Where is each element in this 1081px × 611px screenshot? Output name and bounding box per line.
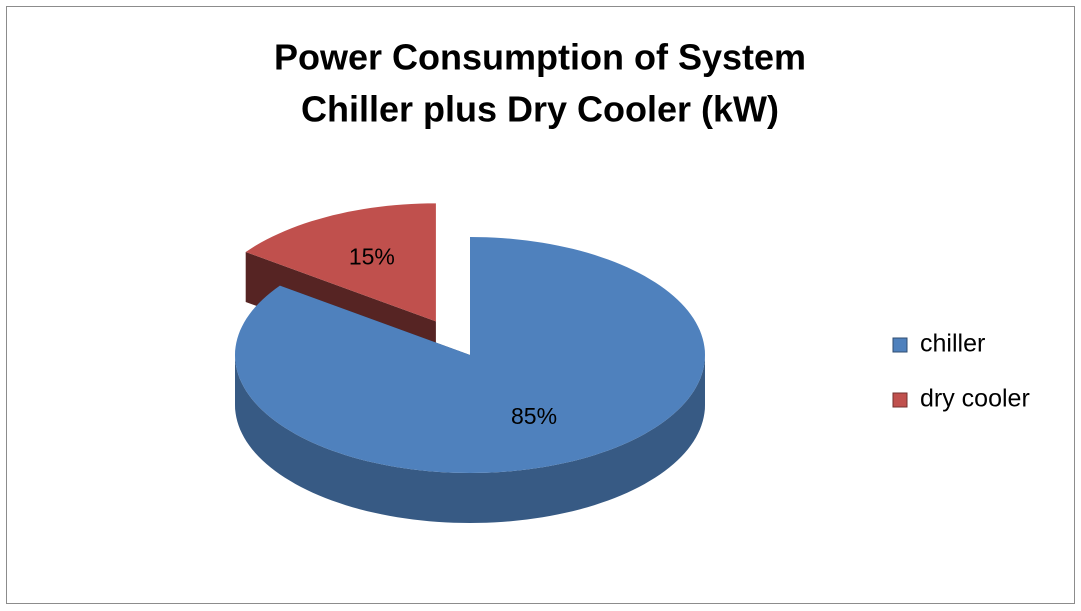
slice <box>245 203 436 322</box>
data-label: 15% <box>349 243 395 269</box>
slice <box>235 237 705 473</box>
legend-label: dry cooler <box>920 385 1030 413</box>
legend-swatch <box>892 337 908 353</box>
data-label: 85% <box>511 403 557 429</box>
legend-swatch <box>892 392 908 408</box>
legend-label: chiller <box>920 330 985 358</box>
slice-side <box>235 355 705 523</box>
chart-title: Power Consumption of System <box>274 37 806 78</box>
chart-title: Chiller plus Dry Cooler (kW) <box>301 89 779 130</box>
